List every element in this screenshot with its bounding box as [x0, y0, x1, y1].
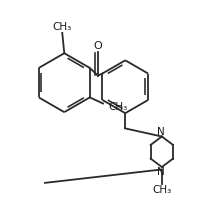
- Text: CH₃: CH₃: [108, 102, 127, 112]
- Text: O: O: [94, 41, 102, 51]
- Text: N: N: [157, 126, 165, 137]
- Text: CH₃: CH₃: [53, 22, 72, 32]
- Text: N: N: [157, 167, 165, 177]
- Text: CH₃: CH₃: [152, 185, 172, 195]
